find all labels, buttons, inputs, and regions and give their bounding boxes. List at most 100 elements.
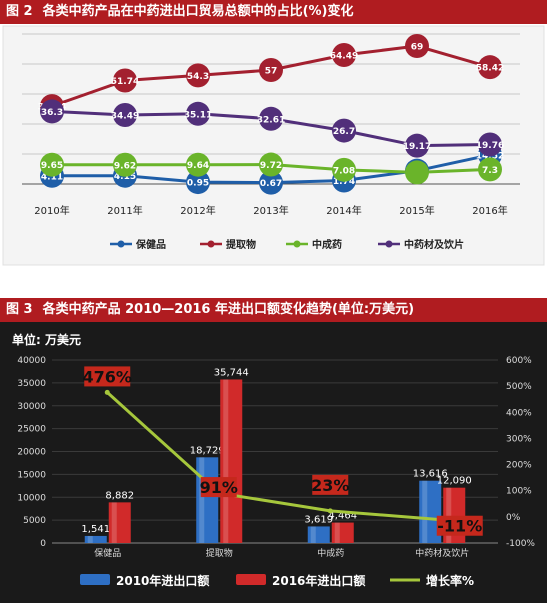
data-point xyxy=(40,152,64,177)
data-point xyxy=(259,58,283,82)
figure-header: 图 2 各类中药产品在中药进出口贸易总额中的占比(%)变化 xyxy=(0,0,547,24)
y-tick-label: 5000 xyxy=(23,516,46,526)
figure-share-trend: 图 2 各类中药产品在中药进出口贸易总额中的占比(%)变化 2010年 2011年 2… xyxy=(0,0,547,268)
bar-highlight xyxy=(87,535,93,543)
bar xyxy=(331,522,354,543)
legend-marker xyxy=(385,240,393,248)
y-tick-label: 35000 xyxy=(17,379,46,389)
legend-swatch xyxy=(80,574,110,585)
data-label: 54.3 xyxy=(187,72,209,82)
bar-highlight xyxy=(111,502,117,543)
line-chart: 2010年 2011年 2012年 2013年 2014年 2015年 2016年 4.11 4… xyxy=(2,25,545,266)
figure-number: 图 3 xyxy=(6,302,33,317)
data-label: 7.3 xyxy=(482,166,498,176)
y-tick-label: 0 xyxy=(40,539,46,549)
legend-marker xyxy=(293,240,301,248)
growth-label: 23% xyxy=(311,476,349,495)
data-point xyxy=(332,118,356,143)
figure-title: 各类中药产品 2010—2016 年进出口额变化趋势(单位:万美元) xyxy=(42,302,415,317)
bar-chart: 单位: 万美元 0 5000 10000 15000 20000 25000 30000 350… xyxy=(0,322,547,603)
data-label: 51.74 xyxy=(111,77,139,87)
data-point xyxy=(478,132,502,157)
growth-label-box xyxy=(84,366,131,387)
data-label: 9.72 xyxy=(260,161,282,171)
data-label: 57 xyxy=(265,67,278,77)
bar-highlight xyxy=(334,522,340,543)
data-label: 34.49 xyxy=(111,112,139,122)
growth-line xyxy=(106,391,442,522)
x-tick-label: 2016年 xyxy=(472,204,507,217)
x-tick-label: 2012年 xyxy=(180,204,215,217)
y2-tick-label: 0% xyxy=(506,513,521,523)
bar-highlight xyxy=(310,526,316,543)
data-label: 19.76 xyxy=(476,141,504,151)
legend-label: 提取物 xyxy=(226,238,256,251)
data-label: 64.49 xyxy=(330,52,358,62)
bar xyxy=(307,526,330,543)
bar-value-label: 4,464 xyxy=(328,511,357,522)
x-tick-label: 2013年 xyxy=(253,204,288,217)
data-label: 1.74 xyxy=(333,177,355,187)
data-point xyxy=(186,101,210,126)
y2-tick-label: 500% xyxy=(506,382,532,392)
growth-label-box xyxy=(312,474,349,495)
data-point xyxy=(405,34,429,58)
data-point xyxy=(113,152,137,177)
data-point xyxy=(332,157,356,182)
data-point xyxy=(186,170,210,195)
x-tick-label: 中成药 xyxy=(317,547,344,559)
y-tick-label: 40000 xyxy=(17,356,46,366)
data-point xyxy=(186,63,210,88)
y-tick-label: 10000 xyxy=(17,493,46,503)
y-tick-label: 15000 xyxy=(17,470,46,480)
bar-value-label: 18,729 xyxy=(190,445,225,456)
bar-value-label: 35,744 xyxy=(214,367,249,378)
data-point xyxy=(40,99,64,124)
data-label: 35.11 xyxy=(184,110,212,120)
legend-label: 中药材及饮片 xyxy=(404,238,464,251)
legend-label: 保健品 xyxy=(135,238,166,251)
data-point xyxy=(259,152,283,177)
legend-marker xyxy=(207,240,215,248)
bar-value-label: 8,882 xyxy=(105,490,134,501)
data-point xyxy=(405,160,429,185)
figure-number: 图 2 xyxy=(6,4,33,19)
data-label: 0.67 xyxy=(260,179,282,189)
legend-swatch xyxy=(236,574,266,585)
x-tick-label: 保健品 xyxy=(94,547,121,559)
y2-tick-label: -100% xyxy=(506,539,535,549)
data-point xyxy=(332,43,356,68)
bar xyxy=(84,535,107,543)
growth-label: -11% xyxy=(437,517,482,536)
bar-value-label: 1,541 xyxy=(81,524,110,535)
x-tick-label: 中药材及饮片 xyxy=(415,547,469,559)
y-tick-label: 25000 xyxy=(17,425,46,435)
legend-label: 2010年进出口额 xyxy=(116,573,209,588)
data-label: 19.17 xyxy=(403,142,431,152)
legend-marker xyxy=(117,240,125,248)
y-tick-label: 30000 xyxy=(17,402,46,412)
data-label: 69 xyxy=(411,43,424,53)
figure-header: 图 3 各类中药产品 2010—2016 年进出口额变化趋势(单位:万美元) xyxy=(0,298,547,322)
chart-background xyxy=(0,322,547,603)
data-point xyxy=(478,55,502,80)
bar-highlight xyxy=(223,379,229,543)
growth-point xyxy=(327,508,333,514)
unit-label: 单位: 万美元 xyxy=(12,332,81,347)
growth-label: 91% xyxy=(200,478,238,497)
figure-title: 各类中药产品在中药进出口贸易总额中的占比(%)变化 xyxy=(42,4,354,19)
growth-point xyxy=(104,389,110,395)
growth-label: 476% xyxy=(83,367,132,386)
data-label: 9.65 xyxy=(41,161,63,171)
data-label: 0.95 xyxy=(187,179,209,189)
data-label: 26.7 xyxy=(333,127,355,137)
y2-tick-label: 400% xyxy=(506,408,532,418)
growth-label-box xyxy=(436,515,483,536)
data-point xyxy=(259,106,283,131)
x-tick-label: 2014年 xyxy=(326,204,361,217)
data-label: 4.15 xyxy=(114,172,136,182)
x-tick-label: 2010年 xyxy=(34,204,69,217)
x-tick-label: 2015年 xyxy=(399,204,434,217)
y2-tick-label: 300% xyxy=(506,434,532,444)
bar-highlight xyxy=(422,480,428,543)
